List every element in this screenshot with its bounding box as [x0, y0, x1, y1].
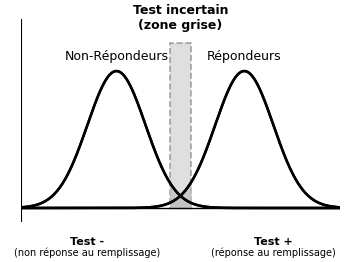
Text: Répondeurs: Répondeurs [207, 51, 282, 63]
FancyBboxPatch shape [170, 43, 190, 208]
Text: Test +: Test + [254, 237, 293, 247]
Text: (non réponse au remplissage): (non réponse au remplissage) [14, 247, 161, 258]
Text: Test incertain
(zone grise): Test incertain (zone grise) [133, 4, 228, 32]
Text: (réponse au remplissage): (réponse au remplissage) [211, 247, 336, 258]
Text: Non-Répondeurs: Non-Répondeurs [64, 51, 168, 63]
Text: Test -: Test - [70, 237, 104, 247]
